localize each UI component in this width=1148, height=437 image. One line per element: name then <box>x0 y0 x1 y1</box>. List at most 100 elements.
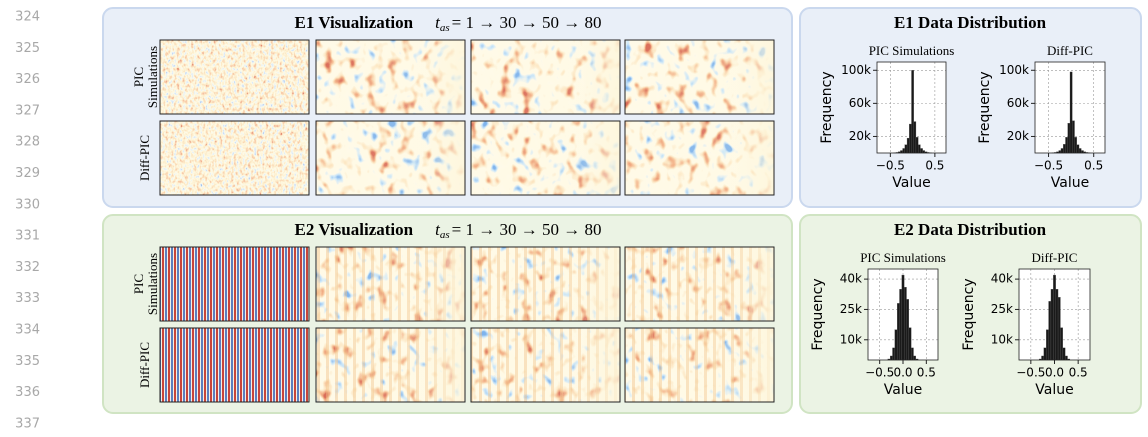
heatmap-tile <box>316 40 465 114</box>
heatmap-fade <box>471 40 620 114</box>
hist-bar <box>1077 145 1079 153</box>
hist-bar <box>903 148 905 153</box>
hist-bar <box>920 148 922 153</box>
heatmap-image <box>160 247 309 321</box>
hist-bar <box>1049 301 1051 360</box>
hist-bar <box>1044 348 1046 360</box>
hist-bar <box>911 348 913 360</box>
hist-bar <box>1041 356 1043 360</box>
y-tick-label: 40k <box>991 272 1013 286</box>
y-axis-label: Frequency <box>961 278 977 350</box>
x-axis-label: Value <box>884 382 922 398</box>
heatmap-tile <box>471 121 620 195</box>
time-sub: as <box>440 229 450 241</box>
x-axis-label: Value <box>1051 175 1089 191</box>
y-tick-label: 20k <box>1007 129 1029 143</box>
y-axis-label: Frequency <box>819 71 835 143</box>
hist-bar <box>895 330 897 360</box>
line-number: 330 <box>15 197 40 212</box>
line-number: 329 <box>15 166 40 181</box>
row-label: Diff-PIC <box>137 342 152 388</box>
y-tick-label: 60k <box>849 96 871 110</box>
y-axis-label: Frequency <box>810 278 826 350</box>
line-number: 328 <box>15 135 40 150</box>
row-label: Diff-PIC <box>137 135 152 181</box>
hist-bar <box>897 303 899 360</box>
hist-title: PIC Simulations <box>860 250 946 265</box>
heatmap-tile <box>471 247 620 321</box>
x-tick-label: −0.5 <box>865 366 894 380</box>
hist-bar <box>1075 137 1077 153</box>
heatmap-fade <box>316 121 465 195</box>
hist-bar <box>909 328 911 360</box>
line-number: 334 <box>15 323 40 338</box>
x-tick-label: 0.5 <box>1069 366 1088 380</box>
hist-bar <box>914 356 916 360</box>
time-steps: = 1 → 30 → 50 → 80 <box>452 220 602 239</box>
heatmap-tile <box>625 40 774 114</box>
x-tick-label: 0.5 <box>925 159 944 173</box>
line-number: 324 <box>15 10 40 25</box>
time-steps: = 1 → 30 → 50 → 80 <box>452 13 602 32</box>
hist-bar <box>893 348 895 360</box>
hist-bar <box>1063 144 1065 153</box>
heatmap-fade <box>316 328 465 402</box>
row-label-line: PIC <box>131 67 146 87</box>
hist-bar <box>1053 275 1055 360</box>
heatmap-tile <box>160 40 309 114</box>
hist-title: Diff-PIC <box>1032 250 1078 265</box>
dist-title: E2 Data Distribution <box>894 220 1047 239</box>
heatmap-image <box>160 40 309 114</box>
heatmap-tile <box>625 121 774 195</box>
hist-bar <box>1079 148 1081 153</box>
line-number: 325 <box>15 41 40 56</box>
line-number: 326 <box>15 72 40 87</box>
heatmap-fade <box>316 247 465 321</box>
hist-bar <box>914 122 916 153</box>
hist-bar <box>909 124 911 153</box>
y-tick-label: 60k <box>1007 96 1029 110</box>
line-number: 332 <box>15 260 40 275</box>
dist-title: E1 Data Distribution <box>894 13 1047 32</box>
line-number: 327 <box>15 103 40 118</box>
heatmap-tile <box>625 247 774 321</box>
hist-bar <box>907 138 909 153</box>
heatmap-tile <box>316 247 465 321</box>
y-tick-label: 25k <box>991 302 1013 316</box>
hist-bar <box>1046 330 1048 360</box>
x-tick-label: 0.0 <box>1045 366 1064 380</box>
heatmap-tile <box>160 247 309 321</box>
heatmap-fade <box>625 40 774 114</box>
heatmap-tile <box>316 328 465 402</box>
row-label-line: Diff-PIC <box>137 135 152 181</box>
y-tick-label: 10k <box>840 332 862 346</box>
heatmap-fade <box>316 40 465 114</box>
heatmap-image <box>160 121 309 195</box>
hist-bar <box>1060 328 1062 360</box>
x-axis-label: Value <box>892 175 930 191</box>
hist-bar <box>1061 148 1063 153</box>
heatmap-fade <box>625 247 774 321</box>
vis-title-text: E2 Visualization <box>295 220 414 239</box>
hist-bar <box>1070 72 1072 153</box>
x-tick-label: 0.5 <box>1084 159 1103 173</box>
hist-bar <box>904 287 906 360</box>
hist-bar <box>890 356 892 360</box>
heatmap-tile <box>316 121 465 195</box>
hist-bar <box>1065 356 1067 360</box>
y-tick-label: 20k <box>849 129 871 143</box>
hist-bar <box>905 145 907 153</box>
hist-title: Diff-PIC <box>1047 43 1093 58</box>
heatmap-tile <box>625 328 774 402</box>
hist-bar <box>1068 123 1070 153</box>
y-tick-label: 10k <box>991 332 1013 346</box>
hist-bar <box>1051 289 1053 360</box>
x-tick-label: 0.0 <box>893 366 912 380</box>
hist-title: PIC Simulations <box>869 43 955 58</box>
time-sub: as <box>440 22 450 34</box>
line-number: 335 <box>15 354 40 369</box>
row-label-line: PIC <box>131 274 146 294</box>
x-tick-label: −0.5 <box>1016 366 1045 380</box>
hist-bar <box>907 299 909 360</box>
hist-bar <box>900 289 902 360</box>
